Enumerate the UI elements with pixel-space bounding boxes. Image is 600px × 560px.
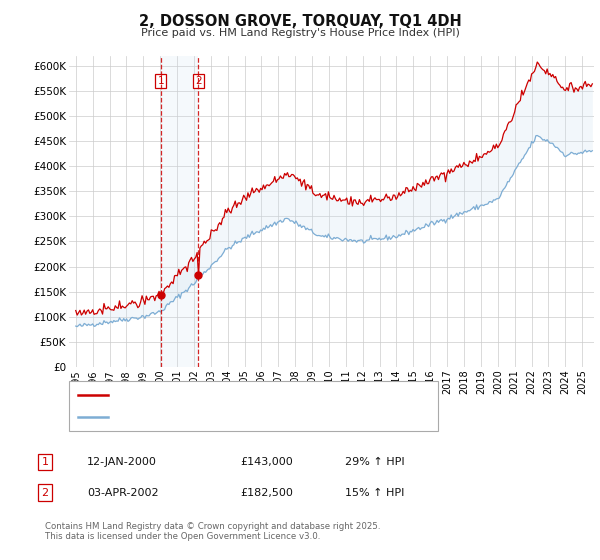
Bar [161,56,198,367]
Text: 2: 2 [41,488,49,498]
Text: 1: 1 [158,76,164,86]
Text: 29% ↑ HPI: 29% ↑ HPI [345,457,404,467]
Text: 15% ↑ HPI: 15% ↑ HPI [345,488,404,498]
Text: HPI: Average price, detached house, Torbay: HPI: Average price, detached house, Torb… [113,412,340,422]
Text: 2, DOSSON GROVE, TORQUAY, TQ1 4DH: 2, DOSSON GROVE, TORQUAY, TQ1 4DH [139,14,461,29]
Text: 2: 2 [195,76,202,86]
Text: 1: 1 [41,457,49,467]
Text: Price paid vs. HM Land Registry's House Price Index (HPI): Price paid vs. HM Land Registry's House … [140,28,460,38]
Text: Contains HM Land Registry data © Crown copyright and database right 2025.
This d: Contains HM Land Registry data © Crown c… [45,522,380,542]
Text: 2, DOSSON GROVE, TORQUAY, TQ1 4DH (detached house): 2, DOSSON GROVE, TORQUAY, TQ1 4DH (detac… [113,390,416,400]
Text: £182,500: £182,500 [240,488,293,498]
Text: 03-APR-2002: 03-APR-2002 [87,488,158,498]
Text: £143,000: £143,000 [240,457,293,467]
Text: 12-JAN-2000: 12-JAN-2000 [87,457,157,467]
